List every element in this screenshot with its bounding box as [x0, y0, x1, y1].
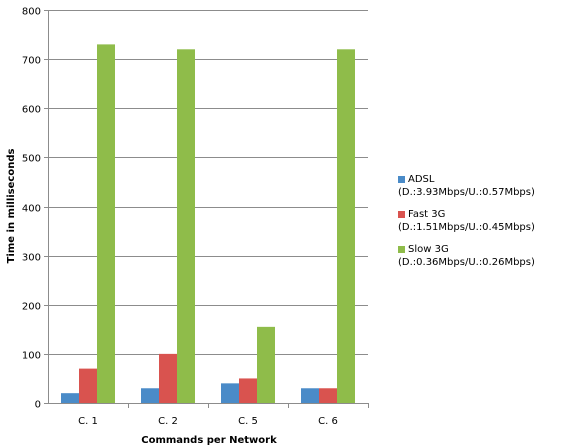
- legend-swatch-fast-3g: [398, 210, 405, 218]
- x-tick-label: C. 2: [158, 416, 178, 427]
- y-tick-label: 400: [22, 204, 41, 215]
- legend-swatch-adsl: [398, 175, 405, 183]
- x-tick-label: C. 5: [238, 416, 258, 427]
- legend-entry-fast-3g: Fast 3G (D.:1.51Mbps/U.:0.45Mbps): [398, 207, 563, 235]
- legend-detail-fast-3g: (D.:1.51Mbps/U.:0.45Mbps): [398, 222, 535, 233]
- x-tick-labels: C. 1 C. 2 C. 5 C. 6: [78, 416, 338, 427]
- y-tick-label: 300: [22, 253, 41, 264]
- y-tick-label: 0: [35, 400, 41, 411]
- y-tick-labels: 0 100 200 300 400 500 600 700 800: [22, 7, 41, 411]
- y-tick-label: 700: [22, 56, 41, 67]
- y-tick-label: 100: [22, 351, 41, 362]
- legend-entry-adsl: ADSL (D.:3.93Mbps/U.:0.57Mbps): [398, 172, 563, 200]
- bar-adsl-c-2: [141, 388, 159, 403]
- bar-fast-3g-c-6: [319, 388, 337, 403]
- bars: [61, 44, 355, 404]
- axes: [44, 10, 369, 408]
- legend-detail-slow-3g: (D.:0.36Mbps/U.:0.26Mbps): [398, 257, 535, 268]
- y-tick-label: 800: [22, 7, 41, 18]
- bar-adsl-c-1: [61, 393, 79, 403]
- legend-detail-adsl: (D.:3.93Mbps/U.:0.57Mbps): [398, 187, 535, 198]
- bar-slow-3g-c-5: [257, 326, 275, 403]
- bar-fast-3g-c-2: [159, 353, 177, 403]
- y-tick-label: 500: [22, 154, 41, 165]
- legend-swatch-slow-3g: [398, 245, 405, 253]
- y-tick-label: 200: [22, 302, 41, 313]
- legend-entry-slow-3g: Slow 3G (D.:0.36Mbps/U.:0.26Mbps): [398, 242, 563, 270]
- bar-adsl-c-5: [221, 383, 239, 403]
- bar-fast-3g-c-5: [239, 378, 257, 403]
- x-tick-label: C. 1: [78, 416, 98, 427]
- gridlines: [48, 10, 368, 355]
- y-tick-label: 600: [22, 105, 41, 116]
- x-tick-label: C. 6: [318, 416, 338, 427]
- x-axis-title: Commands per Network: [141, 435, 277, 446]
- y-axis-title: Time in milliseconds: [6, 149, 17, 264]
- legend-label-fast-3g: Fast 3G: [408, 208, 446, 220]
- bar-slow-3g-c-2: [177, 49, 195, 404]
- bar-fast-3g-c-1: [79, 368, 97, 403]
- bar-adsl-c-6: [301, 388, 319, 403]
- bar-slow-3g-c-1: [97, 44, 115, 403]
- legend-label-adsl: ADSL: [408, 173, 435, 185]
- legend: ADSL (D.:3.93Mbps/U.:0.57Mbps) Fast 3G (…: [398, 172, 563, 277]
- legend-label-slow-3g: Slow 3G: [408, 243, 449, 255]
- bar-slow-3g-c-6: [337, 49, 355, 404]
